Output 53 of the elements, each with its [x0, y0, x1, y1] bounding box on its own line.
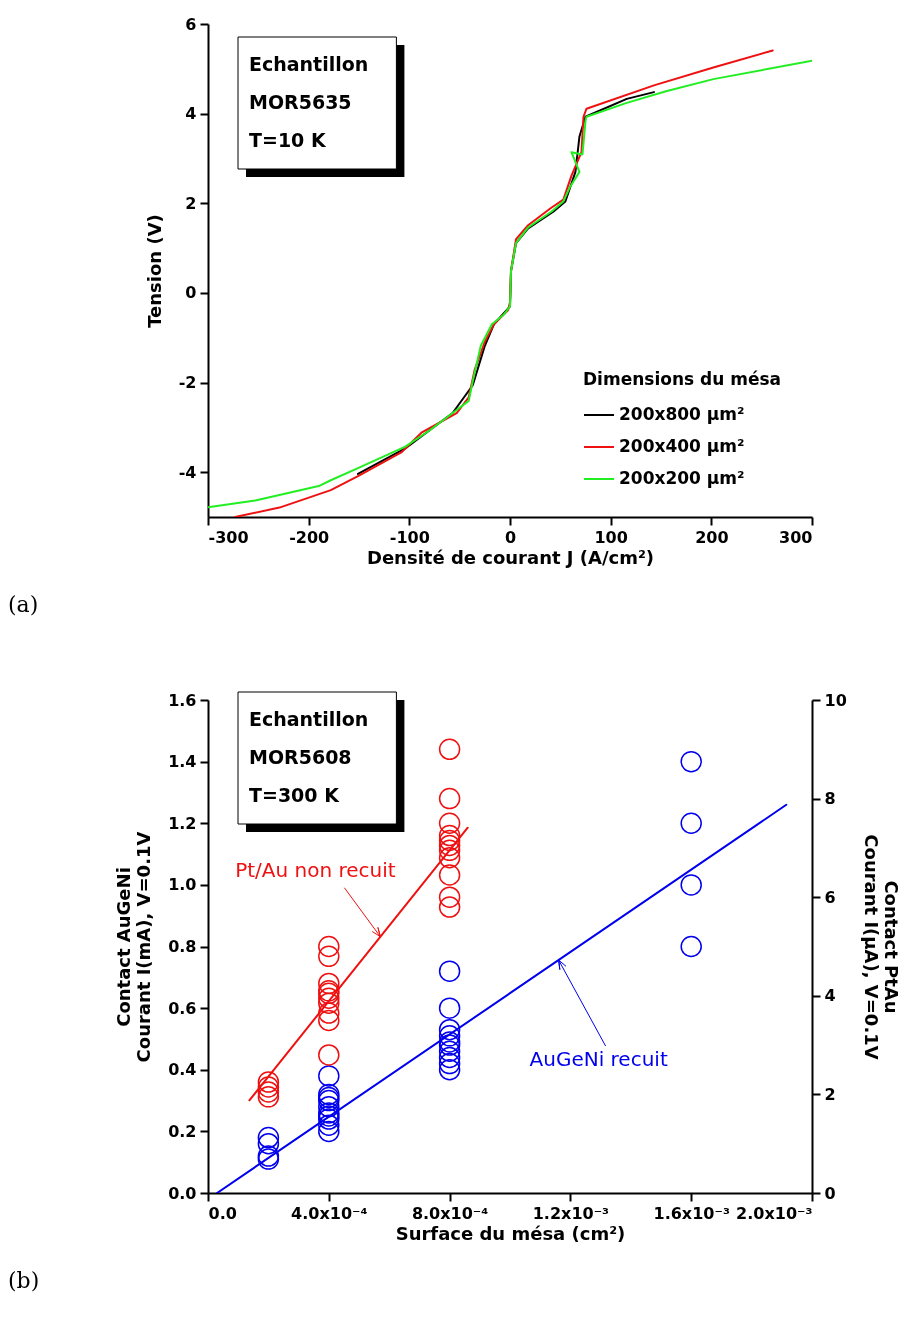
- annotation: Echantillon: [249, 53, 369, 75]
- y2-tick-label: 0: [824, 1183, 836, 1203]
- annotation: T=300 K: [249, 784, 341, 806]
- x-tick-label: -200: [289, 527, 330, 547]
- y-tick-label: 0.8: [168, 937, 197, 956]
- legend-label: 200x200 µm²: [619, 468, 745, 488]
- y-tick-label: 0.0: [168, 1183, 197, 1203]
- x-tick-label: 0: [504, 527, 517, 547]
- y-tick-label: 1.0: [168, 875, 197, 895]
- y2-tick-label: 10: [824, 690, 847, 710]
- x-tick-label: 4.0x10⁻⁴: [291, 1203, 368, 1223]
- x-tick-label: 300: [779, 527, 813, 547]
- y-axis-title: Tension (V): [143, 214, 165, 328]
- x-tick-label: 100: [594, 527, 628, 547]
- y-tick-label: 0.2: [168, 1121, 197, 1141]
- text: (a): [8, 592, 39, 617]
- y-tick-label: 1.4: [168, 752, 197, 772]
- y-tick-label: 0.4: [168, 1060, 197, 1080]
- y-tick-label: -2: [178, 373, 197, 393]
- legend-label: 200x800 µm²: [619, 404, 745, 424]
- annotation: MOR5608: [249, 746, 352, 768]
- legend-title: Dimensions du mésa: [583, 369, 782, 389]
- y-tick-label: 6: [185, 14, 197, 34]
- x-tick-label: -100: [389, 527, 430, 547]
- y-tick-label: 1.6: [168, 690, 197, 710]
- y2-tick-label: 2: [824, 1084, 836, 1104]
- x-tick-label: 1.2x10⁻³: [532, 1203, 610, 1223]
- x-tick-label: 200: [695, 527, 729, 547]
- annotation: MOR5635: [249, 91, 352, 113]
- y-tick-label: 2: [185, 193, 197, 213]
- y2-tick-label: 4: [824, 986, 836, 1006]
- text: (b): [8, 1268, 40, 1293]
- y-tick-label: 0: [185, 283, 197, 303]
- text: AuGeNi recuit: [529, 1047, 668, 1072]
- series-label: Pt/Au non recuit: [235, 857, 396, 882]
- x-axis-title: Surface du mésa (cm²): [395, 1222, 626, 1244]
- y2-tick-label: 6: [824, 887, 836, 907]
- y2-tick-label: 8: [824, 789, 836, 809]
- y-axis-title: Contact AuGeNi Courant I(mA), V=0.1V: [113, 831, 155, 1063]
- y-tick-label: -4: [178, 462, 197, 482]
- x-axis-title: Densité de courant J (A/cm²): [366, 546, 655, 568]
- y2-axis-title: Contact PtAu Courant I(µA), V=0.1V: [860, 834, 902, 1060]
- annotation: Echantillon: [249, 708, 369, 730]
- y-tick-label: 4: [185, 104, 197, 124]
- x-tick-label: 1.6x10⁻³: [653, 1203, 730, 1223]
- x-tick-label: -300: [208, 527, 249, 547]
- y-tick-label: 0.6: [168, 998, 197, 1018]
- x-tick-label: 8.0x10⁻⁴: [411, 1203, 489, 1223]
- x-tick-label: 0.0: [208, 1203, 237, 1223]
- y-tick-label: 1.2: [168, 813, 197, 833]
- x-tick-label: 2.0x10⁻³: [736, 1203, 813, 1223]
- annotation: T=10 K: [249, 129, 327, 151]
- legend-label: 200x400 µm²: [619, 436, 745, 456]
